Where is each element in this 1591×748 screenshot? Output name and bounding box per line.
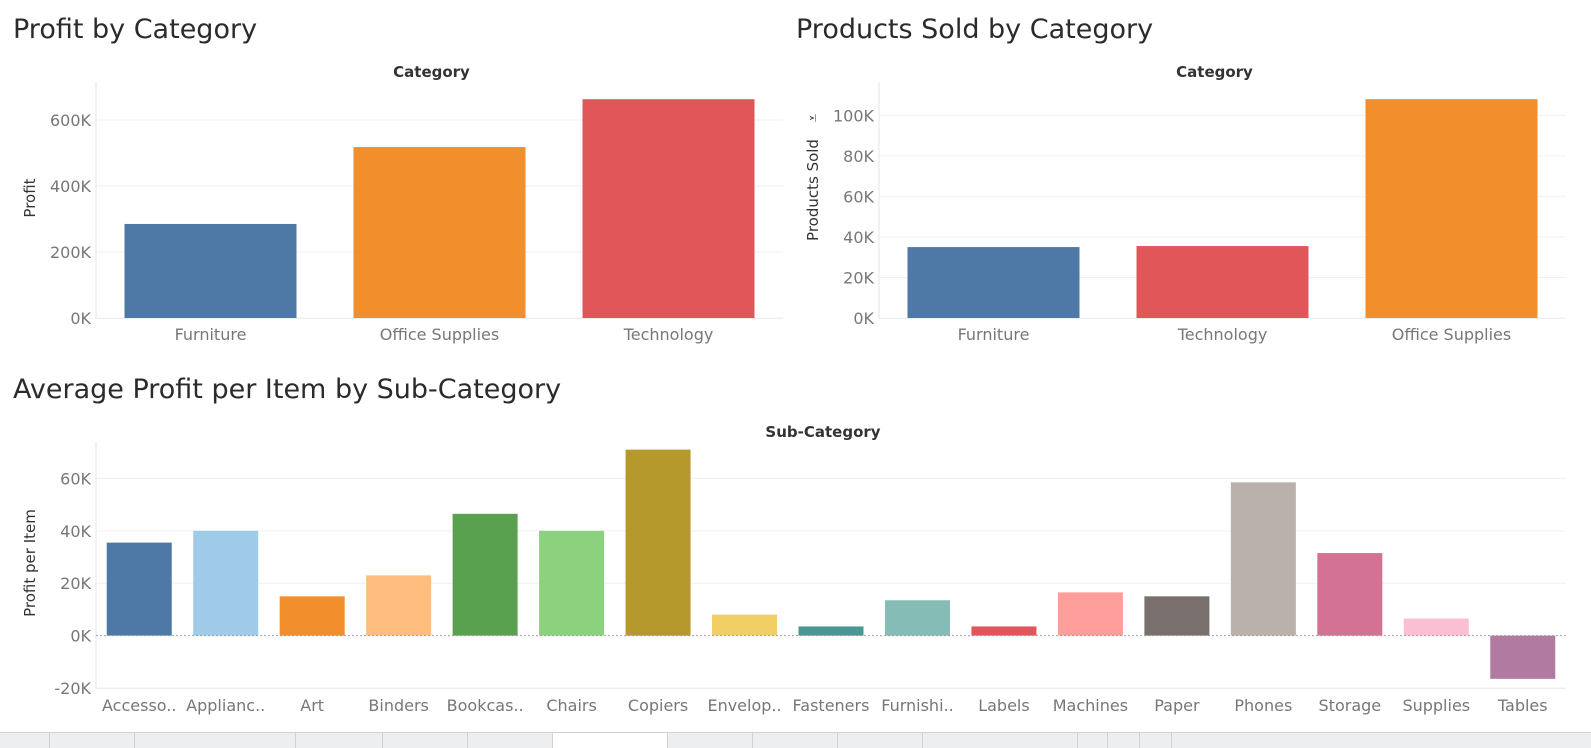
products-y-axis-title: Products Sold: [804, 139, 822, 241]
profit-chart-title: Profit by Category: [13, 14, 258, 45]
products-bar: [1365, 99, 1538, 318]
products-y-tick-label: 60K: [843, 187, 874, 206]
avg-y-tick-label: 40K: [60, 522, 91, 541]
avg-category-label: Furnishi..: [881, 696, 953, 715]
avg-category-label: Phones: [1234, 696, 1292, 715]
products-bar: [1136, 246, 1309, 318]
sheet-tab[interactable]: [135, 733, 296, 748]
sheet-tab-active[interactable]: [553, 733, 668, 748]
avg-bar: [971, 626, 1037, 636]
profit-category-label: Technology: [623, 325, 714, 344]
avg-bar: [539, 530, 605, 636]
avg-category-label: Envelop..: [707, 696, 781, 715]
avg-y-tick-label: 0K: [70, 627, 91, 646]
avg-bar: [1490, 635, 1556, 679]
avg-bar: [452, 513, 518, 636]
avg-bar: [1057, 592, 1123, 636]
avg-top-axis-label: Sub-Category: [765, 423, 880, 441]
avg-bar: [366, 575, 432, 636]
avg-bar: [884, 600, 950, 636]
sheet-tab[interactable]: [383, 733, 468, 748]
products-bar: [907, 247, 1080, 318]
avg-y-axis-title: Profit per Item: [21, 509, 39, 617]
avg-category-label: Labels: [978, 696, 1030, 715]
avg-bar: [279, 596, 345, 636]
profit-category-label: Office Supplies: [380, 325, 499, 344]
avg-category-label: Accesso..: [102, 696, 176, 715]
avg-category-label: Binders: [368, 696, 428, 715]
profit-y-tick-label: 400K: [50, 177, 92, 196]
sheet-tab-bar: [0, 732, 1591, 748]
products-y-tick-label: 40K: [843, 228, 874, 247]
avg-bar: [712, 614, 778, 636]
profit-bar: [124, 223, 297, 318]
profit-bar: [353, 147, 526, 318]
charts-canvas: 0K 200K 400K 600K Furniture Office Supplies Te…: [21, 63, 1566, 715]
products-y-tick-label: 0K: [853, 309, 874, 328]
avg-category-label: Applianc..: [186, 696, 265, 715]
avg-category-label: Tables: [1497, 696, 1548, 715]
products-y-tick-label: 100K: [833, 106, 875, 125]
sheet-tab[interactable]: [1078, 733, 1108, 748]
avg-bar: [106, 542, 172, 636]
avg-bar: [625, 449, 691, 636]
avg-bar: [1230, 482, 1296, 636]
avg-y-tick-label: 20K: [60, 574, 91, 593]
products-category-label: Furniture: [958, 325, 1030, 344]
products-y-tick-label: 80K: [843, 147, 874, 166]
avg-bar: [1317, 553, 1383, 636]
sheet-tab[interactable]: [923, 733, 1078, 748]
avg-category-label: Supplies: [1402, 696, 1470, 715]
avg-category-label: Bookcas..: [447, 696, 524, 715]
sheet-tab[interactable]: [50, 733, 135, 748]
sheet-tab[interactable]: [1108, 733, 1140, 748]
sheet-tab[interactable]: [668, 733, 753, 748]
sheet-tab[interactable]: [1140, 733, 1172, 748]
avg-bar: [1403, 618, 1469, 636]
avg-bar: [193, 530, 259, 636]
profit-y-tick-label: 600K: [50, 111, 92, 130]
avg-chart-title: Average Profit per Item by Sub-Category: [13, 374, 562, 405]
profit-bar: [582, 99, 755, 319]
avg-category-label: Fasteners: [793, 696, 870, 715]
sort-indicator-icon: ⩡: [804, 114, 822, 122]
avg-bar: [798, 626, 864, 636]
avg-category-label: Storage: [1319, 696, 1382, 715]
products-top-axis-label: Category: [1176, 63, 1253, 81]
profit-y-tick-label: 0K: [70, 309, 91, 328]
profit-top-axis-label: Category: [393, 63, 470, 81]
profit-category-label: Furniture: [175, 325, 247, 344]
avg-category-label: Copiers: [628, 696, 688, 715]
sheet-tab[interactable]: [753, 733, 838, 748]
profit-y-tick-label: 200K: [50, 243, 92, 262]
profit-y-axis-title: Profit: [21, 178, 39, 217]
products-category-label: Technology: [1177, 325, 1268, 344]
products-y-tick-label: 20K: [843, 268, 874, 287]
avg-y-tick-label: -20K: [54, 679, 91, 698]
sheet-tab[interactable]: [468, 733, 553, 748]
avg-category-label: Art: [300, 696, 324, 715]
sheet-tab[interactable]: [838, 733, 923, 748]
avg-bar: [1144, 596, 1210, 636]
avg-category-label: Paper: [1154, 696, 1200, 715]
avg-category-label: Chairs: [546, 696, 596, 715]
products-category-label: Office Supplies: [1392, 325, 1511, 344]
products-chart-title: Products Sold by Category: [796, 14, 1154, 45]
sheet-tab[interactable]: [0, 733, 50, 748]
avg-category-label: Machines: [1053, 696, 1128, 715]
sheet-tab[interactable]: [296, 733, 383, 748]
avg-y-tick-label: 60K: [60, 469, 91, 488]
